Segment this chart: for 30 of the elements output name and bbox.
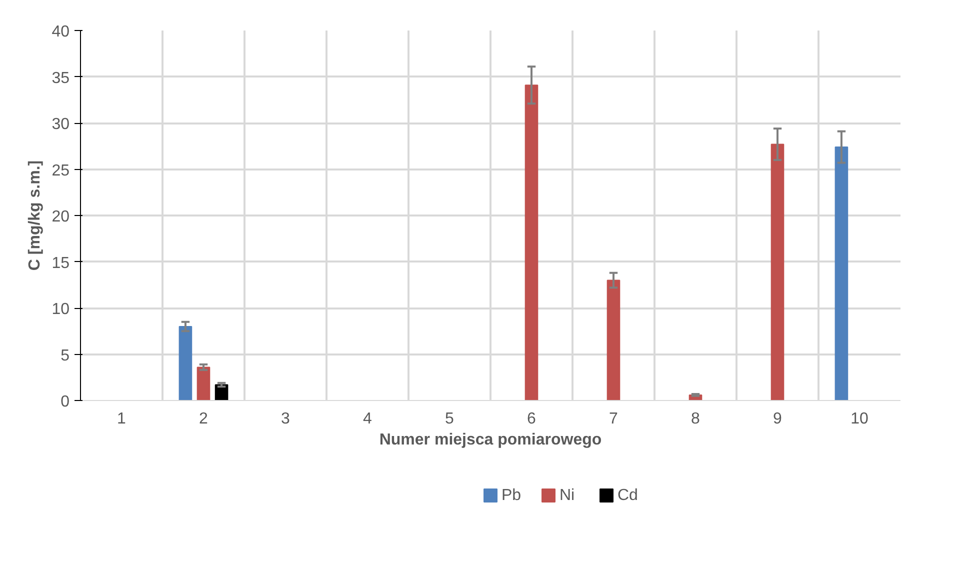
x-tick-label: 2 — [199, 410, 208, 428]
y-axis-title: C [mg/kg s.m.] — [26, 160, 44, 271]
x-tick-label: 1 — [117, 410, 126, 428]
y-tick-label: 25 — [52, 162, 70, 180]
legend-label: Pb — [502, 487, 522, 504]
legend-label: Cd — [618, 487, 638, 504]
bar — [606, 280, 620, 400]
x-tick-label: 4 — [363, 410, 372, 428]
y-tick-label: 40 — [52, 24, 70, 40]
x-tick-label: 10 — [850, 410, 868, 428]
x-tick-label: 7 — [609, 410, 618, 428]
bar — [770, 144, 784, 400]
bar — [178, 326, 192, 400]
y-tick-label: 35 — [52, 70, 70, 87]
y-tick-label: 15 — [52, 254, 70, 272]
x-tick-label: 8 — [691, 410, 700, 428]
x-tick-label: 5 — [445, 410, 454, 428]
legend-label: Ni — [560, 487, 575, 504]
y-tick-label: 20 — [52, 208, 70, 226]
x-tick-label: 9 — [773, 410, 782, 428]
x-tick-label: 3 — [281, 410, 290, 428]
y-tick-label: 10 — [52, 301, 70, 318]
y-tick-label: 5 — [60, 347, 70, 364]
y-tick-label: 0 — [60, 394, 70, 410]
y-tick-label: 30 — [52, 116, 70, 133]
bar — [834, 146, 848, 400]
bar — [524, 84, 538, 400]
x-axis-title: Numer miejsca pomiarowego — [379, 432, 602, 448]
x-tick-label: 6 — [527, 410, 536, 428]
bar — [196, 366, 210, 400]
